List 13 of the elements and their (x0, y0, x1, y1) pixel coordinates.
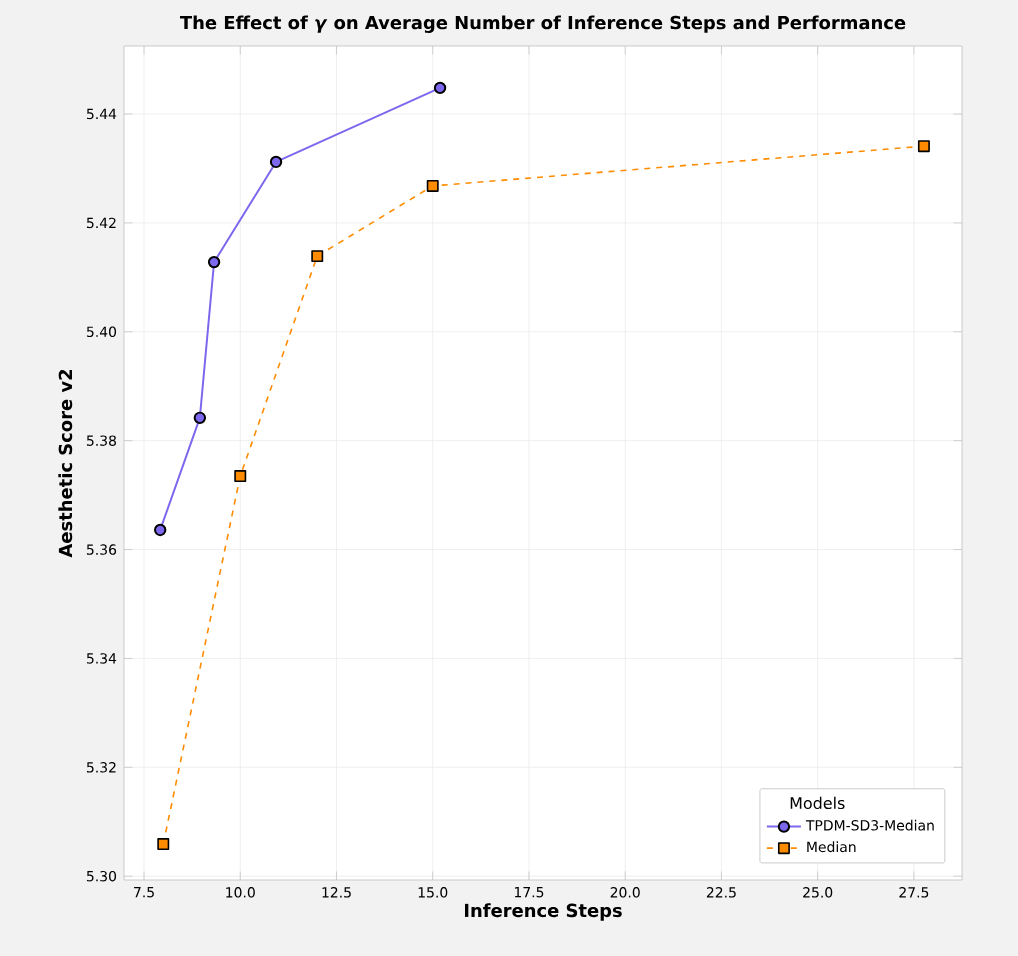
x-axis-title: Inference Steps (464, 903, 622, 921)
point (269, 155, 283, 169)
chart-title: The Effect of γ on Average Number of Inference Steps and Performance (179, 15, 906, 33)
point (154, 523, 167, 537)
y-axis-title: Aesthetic Score v2 (58, 370, 73, 558)
point (234, 470, 247, 483)
point (311, 250, 324, 263)
point (433, 81, 447, 95)
point (193, 411, 207, 424)
point (207, 255, 221, 269)
point (426, 179, 439, 192)
point (157, 838, 170, 851)
point (917, 140, 930, 153)
